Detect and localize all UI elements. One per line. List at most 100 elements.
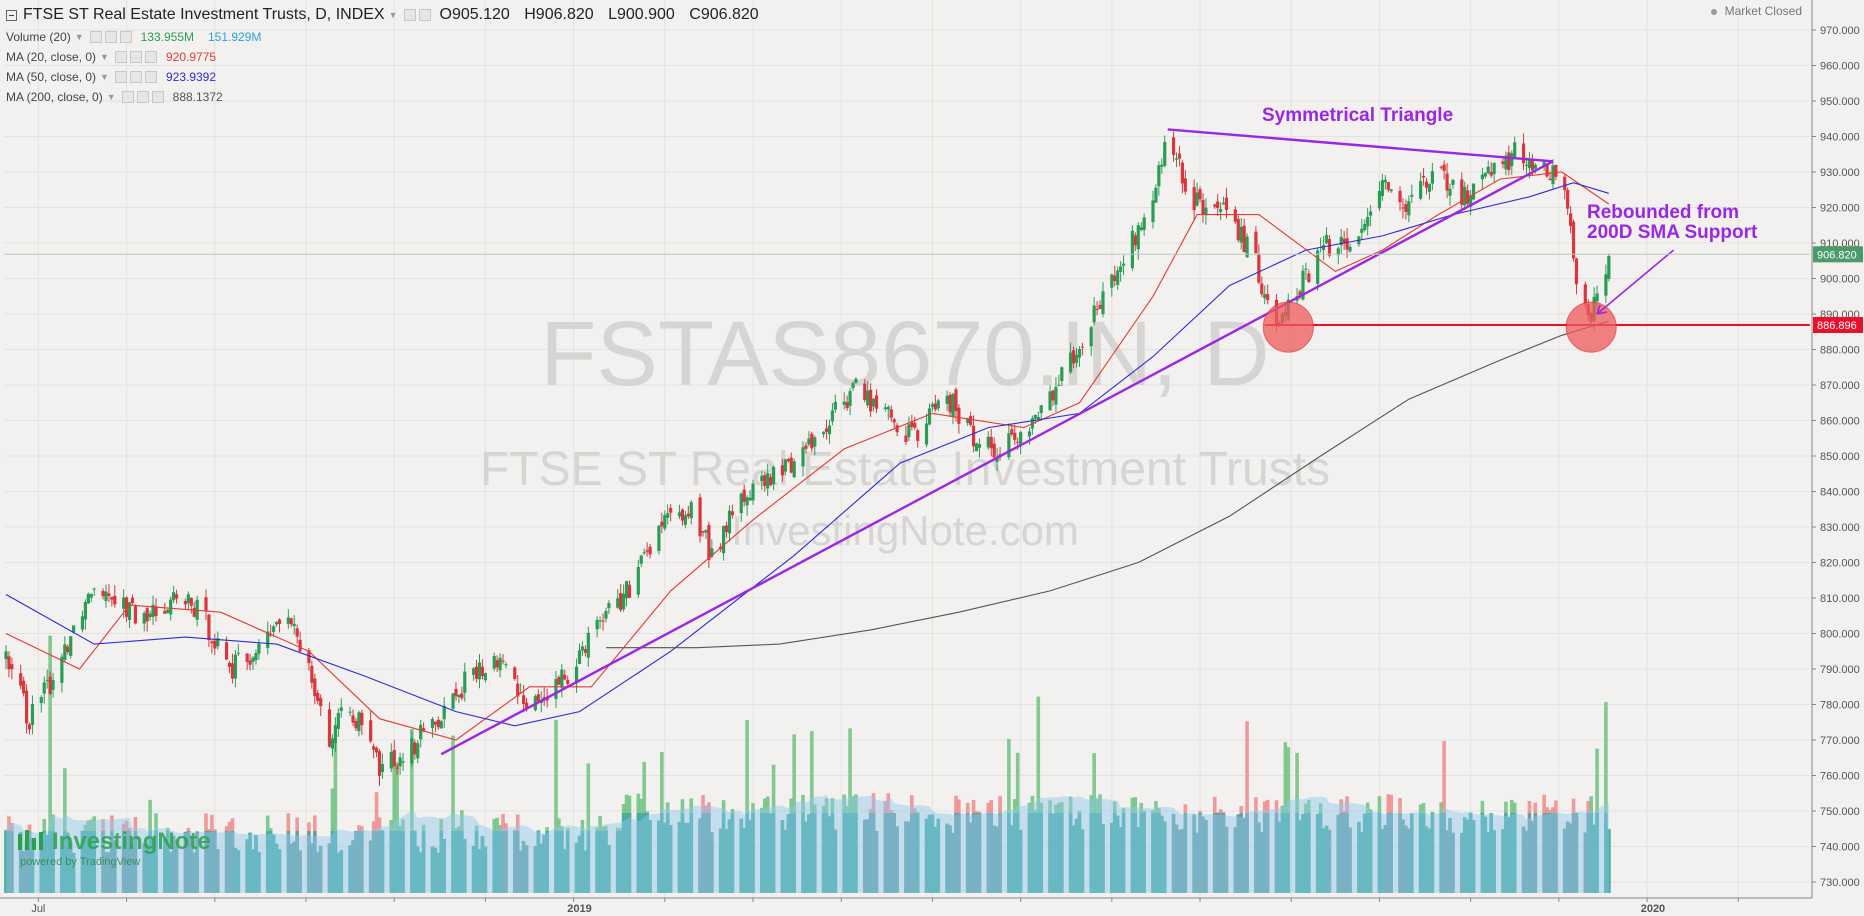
candle-body bbox=[842, 401, 846, 405]
volume-bar-base bbox=[1348, 827, 1352, 893]
volume-bar-base bbox=[1010, 825, 1014, 893]
chevron-down-icon[interactable]: ▼ bbox=[388, 10, 398, 20]
volume-bar-base bbox=[1151, 813, 1155, 893]
gear-icon[interactable] bbox=[129, 51, 142, 63]
candle-body bbox=[924, 423, 929, 445]
eye-icon[interactable] bbox=[89, 31, 102, 43]
candle-body bbox=[642, 552, 646, 554]
gear-icon[interactable] bbox=[104, 31, 117, 43]
gear-icon[interactable] bbox=[418, 9, 431, 21]
candle-body bbox=[1060, 367, 1064, 382]
candle-body bbox=[1363, 224, 1367, 231]
indicator-ma50[interactable]: MA (50, close, 0) ▼ 923.9392 bbox=[6, 67, 769, 87]
collapse-icon[interactable] bbox=[6, 9, 17, 21]
chevron-down-icon[interactable]: ▼ bbox=[106, 92, 116, 102]
eye-icon[interactable] bbox=[114, 71, 127, 83]
chevron-down-icon[interactable]: ▼ bbox=[100, 52, 109, 62]
close-icon[interactable] bbox=[144, 51, 157, 63]
candle-body bbox=[39, 697, 43, 704]
close-icon[interactable] bbox=[144, 71, 157, 83]
candle-body bbox=[563, 674, 567, 680]
candle-body bbox=[1386, 182, 1390, 190]
volume-bar-base bbox=[1115, 815, 1120, 893]
volume-bar-base bbox=[562, 849, 567, 893]
volume-bar-base bbox=[1054, 813, 1058, 893]
volume-bar bbox=[586, 763, 591, 893]
volume-bar-base bbox=[927, 814, 932, 893]
volume-bar-base bbox=[357, 831, 361, 893]
candle-body bbox=[1080, 346, 1084, 348]
volume-bar-base bbox=[1286, 813, 1291, 893]
chevron-down-icon[interactable]: ▼ bbox=[74, 32, 84, 42]
candle-body bbox=[1530, 159, 1534, 171]
candle-body bbox=[413, 742, 417, 755]
candle-body bbox=[60, 656, 64, 683]
candle-body bbox=[1033, 414, 1037, 419]
volume-bar-base bbox=[1386, 813, 1391, 893]
indicator-ma200[interactable]: MA (200, close, 0) ▼ 888.1372 bbox=[6, 87, 769, 107]
volume-bar-base bbox=[395, 831, 399, 893]
volume-bar-base bbox=[71, 852, 76, 893]
eye-icon[interactable] bbox=[121, 91, 134, 103]
volume-bar-base bbox=[1468, 813, 1473, 893]
volume-bar-base bbox=[895, 826, 899, 893]
volume-bar-base bbox=[642, 813, 646, 893]
volume-bar-base bbox=[1283, 813, 1288, 893]
volume-bar-base bbox=[1260, 832, 1264, 893]
close-icon[interactable] bbox=[119, 31, 132, 43]
candle-body bbox=[930, 404, 935, 408]
candle-body bbox=[266, 631, 270, 649]
indicator-ma20[interactable]: MA (20, close, 0) ▼ 920.9775 bbox=[6, 47, 769, 67]
candle-body bbox=[1130, 230, 1134, 269]
volume-bar-base bbox=[886, 813, 891, 893]
volume-bar-base bbox=[1357, 821, 1361, 893]
candle-body bbox=[92, 588, 96, 590]
volume-bar-base bbox=[401, 831, 405, 893]
volume-bar bbox=[63, 768, 67, 893]
time-axis-bg bbox=[0, 898, 1864, 916]
volume-bar-base bbox=[133, 831, 138, 893]
candle-body bbox=[913, 422, 917, 428]
volume-bar-base bbox=[480, 836, 485, 893]
candle-body bbox=[477, 662, 482, 680]
volume-bar-base bbox=[865, 819, 870, 893]
candle-body bbox=[1480, 174, 1484, 180]
watermark-name: FTSE ST Real Estate Investment Trusts bbox=[480, 443, 1330, 496]
price-tick-label: 810.000 bbox=[1820, 593, 1860, 605]
support-circle bbox=[1262, 301, 1314, 353]
volume-bar-base bbox=[1121, 813, 1126, 893]
candle-body bbox=[422, 728, 426, 731]
candle-body bbox=[680, 509, 685, 521]
candle-body bbox=[945, 395, 949, 404]
volume-bar-base bbox=[515, 831, 520, 893]
volume-bar bbox=[1036, 696, 1041, 893]
eye-icon[interactable] bbox=[114, 51, 127, 63]
volume-bar-base bbox=[1362, 813, 1367, 893]
settings-icon[interactable] bbox=[403, 9, 416, 21]
close-icon[interactable] bbox=[151, 91, 164, 103]
candle-body bbox=[1195, 192, 1199, 206]
chevron-down-icon[interactable]: ▼ bbox=[100, 72, 109, 82]
volume-bar-base bbox=[707, 813, 711, 893]
gear-icon[interactable] bbox=[129, 71, 142, 83]
volume-bar-base bbox=[660, 813, 664, 893]
volume-bar-base bbox=[307, 831, 311, 893]
volume-bar-base bbox=[765, 813, 770, 893]
volume-bar-base bbox=[1218, 813, 1223, 893]
price-tick-label: 820.000 bbox=[1820, 558, 1860, 570]
brand-name: InvestingNote bbox=[52, 828, 211, 855]
volume-bar-base bbox=[1604, 813, 1608, 893]
gear-icon[interactable] bbox=[136, 91, 149, 103]
volume-bar-base bbox=[398, 831, 402, 893]
volume-bar-base bbox=[698, 818, 702, 893]
candle-body bbox=[4, 651, 8, 660]
candle-body bbox=[1245, 236, 1249, 258]
candle-body bbox=[1216, 201, 1220, 209]
volume-bar-base bbox=[313, 831, 317, 893]
volume-bar-base bbox=[1254, 813, 1258, 893]
indicator-volume[interactable]: Volume (20) ▼ 133.955M 151.929M bbox=[6, 27, 769, 47]
volume-bar bbox=[848, 728, 852, 893]
volume-bar-base bbox=[7, 831, 11, 893]
